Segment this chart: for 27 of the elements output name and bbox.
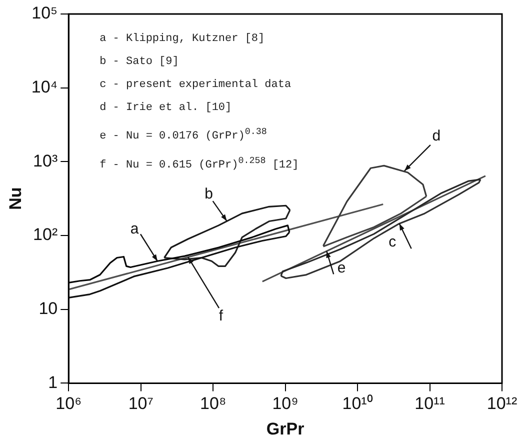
y-axis-title: Nu [6,187,25,210]
annotation: c [388,233,396,250]
annotation: c - present experimental data [100,78,292,93]
x-tick-label: 10¹² [486,394,518,414]
annotation: b - Sato [9] [100,55,180,70]
x-tick-label: 10¹¹ [414,394,446,414]
annotation: f - Nu = 0.615 (GrPr)$^{0.258}$ [12] [100,154,299,174]
x-tick-label: 10⁸ [200,394,226,414]
annotation: a - Klipping, Kutzner [8] [100,32,266,47]
y-tick-label: 10 [38,299,58,318]
annotation: e [337,260,346,277]
annotation: e - Nu = 0.0176 (GrPr)$^{0.38}$ [100,125,268,145]
annotation: b [204,186,213,203]
annotation: d [432,127,441,144]
y-tick-label: 1 [48,372,58,392]
y-tick-label: 10² [33,225,58,244]
annotation: a [130,220,139,238]
x-tick-label: 10⁷ [128,394,154,414]
x-axis-title: GrPr [266,419,305,438]
y-tick-label: 10⁵ [32,4,58,23]
y-tick-label: 10³ [33,151,58,170]
x-tick-label: 10⁶ [56,394,82,414]
x-tick-label: 10¹⁰ [342,394,373,414]
x-tick-label: 10⁹ [272,394,298,414]
y-tick-label: 10⁴ [31,78,58,97]
annotation: d - Irie et al. [10] [100,101,233,116]
annotation: f [218,308,224,325]
